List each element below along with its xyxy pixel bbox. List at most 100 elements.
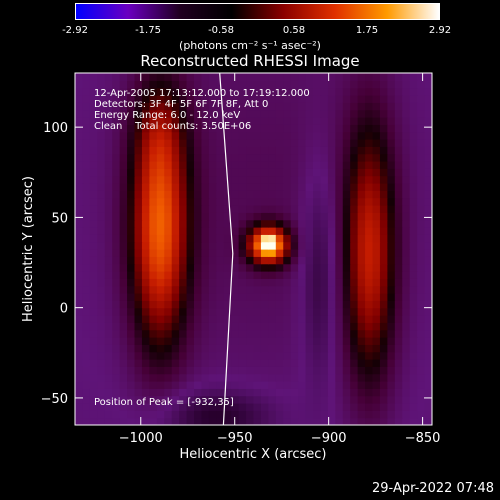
heatmap-cell	[379, 381, 388, 389]
colorbar	[75, 3, 440, 20]
heatmap-cell	[290, 161, 299, 169]
heatmap-cell	[141, 161, 150, 169]
heatmap-cell	[327, 403, 336, 411]
heatmap-cell	[424, 219, 432, 228]
heatmap-cell	[104, 168, 113, 177]
heatmap-cell	[365, 410, 374, 419]
heatmap-cell	[387, 403, 396, 411]
heatmap-cell	[260, 256, 269, 265]
heatmap-cell	[141, 359, 150, 367]
heatmap-cell	[402, 337, 411, 345]
heatmap-cell	[275, 366, 284, 375]
heatmap-cell	[253, 307, 262, 316]
heatmap-cell	[417, 219, 426, 228]
heatmap-cell	[223, 403, 232, 411]
heatmap-cell	[313, 329, 322, 338]
heatmap-cell	[164, 190, 173, 199]
heatmap-cell	[141, 117, 150, 125]
heatmap-cell	[171, 117, 180, 125]
heatmap-cell	[156, 366, 165, 375]
heatmap-cell	[260, 373, 269, 382]
heatmap-cell	[104, 373, 113, 382]
heatmap-cell	[171, 227, 180, 235]
heatmap-cell	[208, 139, 217, 147]
heatmap-cell	[357, 241, 366, 250]
heatmap-cell	[313, 80, 322, 89]
heatmap-cell	[82, 410, 91, 419]
heatmap-cell	[320, 344, 329, 353]
heatmap-cell	[283, 117, 292, 125]
heatmap-cell	[134, 139, 143, 147]
colorbar-tick: 0.58	[282, 25, 306, 36]
heatmap-cell	[357, 403, 366, 411]
heatmap-cell	[246, 102, 255, 111]
heatmap-cell	[246, 263, 255, 272]
heatmap-cell	[424, 271, 432, 279]
heatmap-cell	[216, 95, 225, 103]
heatmap-cell	[342, 205, 351, 213]
heatmap-cell	[268, 322, 277, 331]
heatmap-cell	[350, 263, 359, 272]
heatmap-cell	[313, 183, 322, 191]
heatmap-cell	[365, 117, 374, 125]
heatmap-cell	[141, 249, 150, 257]
heatmap-cell	[253, 153, 262, 162]
heatmap-cell	[238, 351, 247, 360]
heatmap-cell	[283, 212, 292, 221]
heatmap-cell	[402, 315, 411, 323]
heatmap-cell	[194, 300, 203, 309]
heatmap-cell	[275, 315, 284, 323]
heatmap-cell	[104, 329, 113, 338]
heatmap-cell	[75, 373, 84, 382]
heatmap-cell	[313, 293, 322, 301]
peak-position-label: Position of Peak = [-932,35]	[94, 397, 234, 408]
heatmap-cell	[275, 161, 284, 169]
heatmap-cell	[379, 212, 388, 221]
heatmap-cell	[75, 322, 84, 331]
heatmap-cell	[260, 249, 269, 257]
heatmap-cell	[156, 293, 165, 301]
heatmap-cell	[268, 359, 277, 367]
heatmap-cell	[268, 190, 277, 199]
heatmap-cell	[127, 403, 136, 411]
heatmap-cell	[141, 212, 150, 221]
heatmap-cell	[194, 388, 203, 397]
heatmap-cell	[417, 241, 426, 250]
heatmap-cell	[201, 219, 210, 228]
heatmap-cell	[119, 117, 128, 125]
heatmap-cell	[409, 410, 418, 419]
heatmap-cell	[357, 124, 366, 133]
heatmap-cell	[208, 256, 217, 265]
heatmap-cell	[127, 278, 136, 287]
heatmap-cell	[89, 197, 98, 206]
heatmap-cell	[268, 366, 277, 375]
heatmap-cell	[89, 161, 98, 169]
heatmap-cell	[156, 373, 165, 382]
heatmap-cell	[164, 417, 173, 425]
heatmap-cell	[365, 315, 374, 323]
heatmap-cell	[394, 322, 403, 331]
heatmap-cell	[357, 388, 366, 397]
heatmap-cell	[275, 131, 284, 140]
heatmap-cell	[387, 293, 396, 301]
heatmap-cell	[156, 124, 165, 133]
heatmap-cell	[365, 80, 374, 89]
heatmap-cell	[223, 161, 232, 169]
heatmap-cell	[260, 315, 269, 323]
heatmap-cell	[149, 117, 158, 125]
heatmap-cell	[387, 322, 396, 331]
heatmap-cell	[127, 388, 136, 397]
heatmap-cell	[194, 95, 203, 103]
heatmap-cell	[104, 410, 113, 419]
heatmap-cell	[194, 102, 203, 111]
heatmap-cell	[149, 168, 158, 177]
heatmap-cell	[97, 241, 106, 250]
heatmap-cell	[104, 131, 113, 140]
heatmap-cell	[82, 139, 91, 147]
heatmap-cell	[238, 175, 247, 184]
heatmap-cell	[186, 351, 195, 360]
heatmap-cell	[394, 183, 403, 191]
heatmap-cell	[268, 87, 277, 96]
heatmap-cell	[298, 249, 307, 257]
heatmap-cell	[112, 197, 121, 206]
